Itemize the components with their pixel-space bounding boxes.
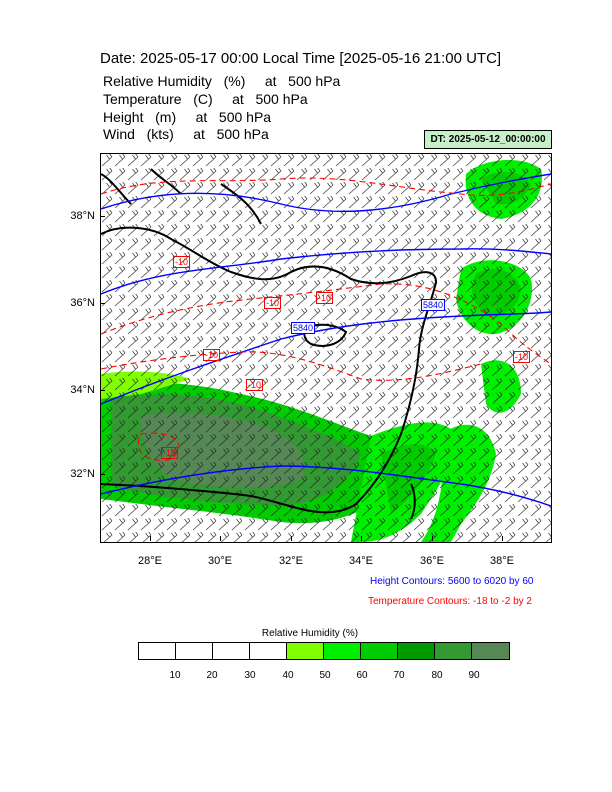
temperature-contour-label: -10 (513, 351, 531, 363)
lat-label: 34°N (70, 384, 95, 396)
lon-label: 30°E (208, 555, 232, 567)
lon-tick (150, 536, 151, 541)
temperature-contour-label: -10 (316, 292, 334, 304)
lat-label: 38°N (70, 210, 95, 222)
lon-label: 28°E (138, 555, 162, 567)
lat-tick (100, 474, 105, 475)
colorbar-title: Relative Humidity (%) (261, 628, 359, 639)
lat-tick (100, 390, 105, 391)
temperature-contours (101, 177, 551, 461)
colorbar-box (250, 643, 287, 659)
colorbar-tick: 90 (468, 670, 480, 681)
lon-label: 32°E (279, 555, 303, 567)
lon-tick (502, 536, 503, 541)
colorbar-tick: 50 (319, 670, 331, 681)
colorbar-tick: 40 (282, 670, 294, 681)
map-title: Date: 2025-05-17 00:00 Local Time [2025-… (100, 50, 502, 67)
colorbar-box (398, 643, 435, 659)
variable-line-rh: Relative Humidity (%) at 500 hPa (103, 73, 341, 89)
colorbar-box (435, 643, 472, 659)
colorbar-tick: 30 (244, 670, 256, 681)
colorbar-tick: 70 (393, 670, 405, 681)
lon-tick (361, 536, 362, 541)
height-contour-label: 5840 (421, 299, 446, 311)
lon-tick (220, 536, 221, 541)
colorbar (138, 642, 510, 660)
temperature-contour-label: -10 (203, 349, 221, 361)
lon-label: 34°E (349, 555, 373, 567)
variable-line-wind: Wind (kts) at 500 hPa (103, 126, 269, 142)
colorbar-box (324, 643, 361, 659)
lat-tick (100, 216, 105, 217)
variable-line-height: Height (m) at 500 hPa (103, 109, 272, 125)
lat-label: 32°N (70, 468, 95, 480)
coastline (101, 168, 438, 520)
height-contours (101, 173, 551, 507)
colorbar-tick: 20 (206, 670, 218, 681)
map-plot: 5840 5840 -10 -10 -10 -10 -10 -10 -10 (100, 153, 552, 543)
colorbar-box (176, 643, 213, 659)
colorbar-tick: 10 (169, 670, 181, 681)
map-canvas (101, 154, 551, 542)
colorbar-box (287, 643, 324, 659)
height-contour-label: 5840 (291, 322, 316, 334)
colorbar-box (213, 643, 250, 659)
temperature-contour-label: -10 (173, 256, 191, 268)
temperature-contour-label: -10 (246, 379, 264, 391)
colorbar-tick: 60 (356, 670, 368, 681)
temperature-contour-label: -10 (264, 297, 282, 309)
colorbar-box (472, 643, 509, 659)
lon-tick (291, 536, 292, 541)
colorbar-box (361, 643, 398, 659)
lat-label: 36°N (70, 297, 95, 309)
colorbar-tick: 80 (431, 670, 443, 681)
lon-label: 38°E (490, 555, 514, 567)
wind-barbs (101, 154, 551, 542)
dt-badge: DT: 2025-05-12_00:00:00 (424, 130, 552, 149)
temperature-contour-label: -10 (161, 447, 179, 459)
temperature-contour-legend: Temperature Contours: -18 to -2 by 2 (368, 596, 532, 607)
height-contour-legend: Height Contours: 5600 to 6020 by 60 (370, 576, 534, 587)
lon-tick (432, 536, 433, 541)
variable-line-temp: Temperature (C) at 500 hPa (103, 91, 308, 107)
colorbar-box (139, 643, 176, 659)
lon-label: 36°E (420, 555, 444, 567)
lat-tick (100, 303, 105, 304)
